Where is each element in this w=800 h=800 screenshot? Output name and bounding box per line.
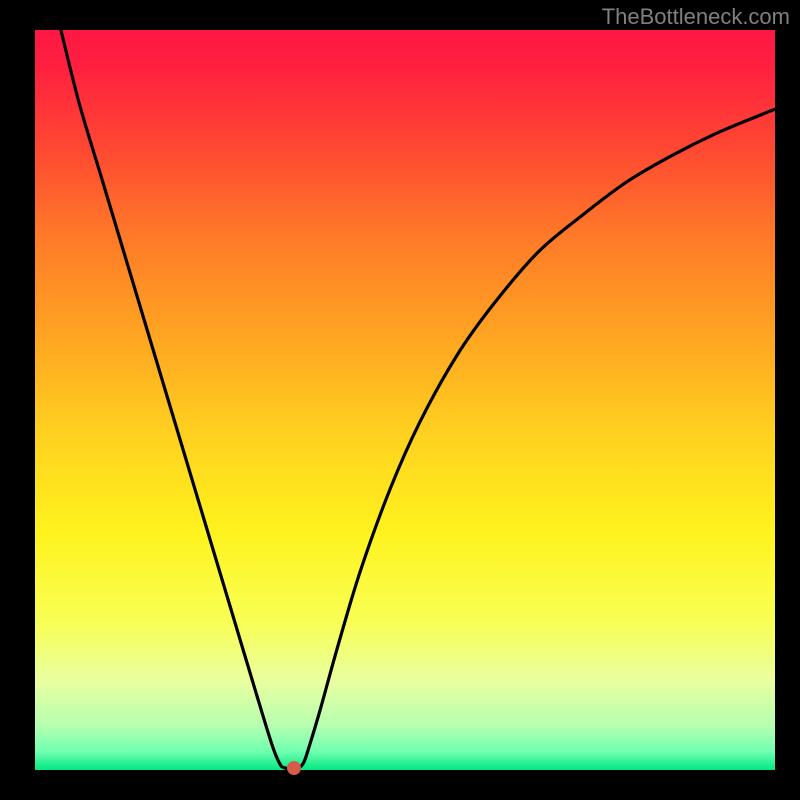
minimum-marker [287,761,301,775]
chart-container: TheBottleneck.com [0,0,800,800]
plot-area [35,30,775,770]
bottleneck-curve [61,30,775,768]
curve-layer [35,30,775,770]
watermark-text: TheBottleneck.com [602,4,790,30]
